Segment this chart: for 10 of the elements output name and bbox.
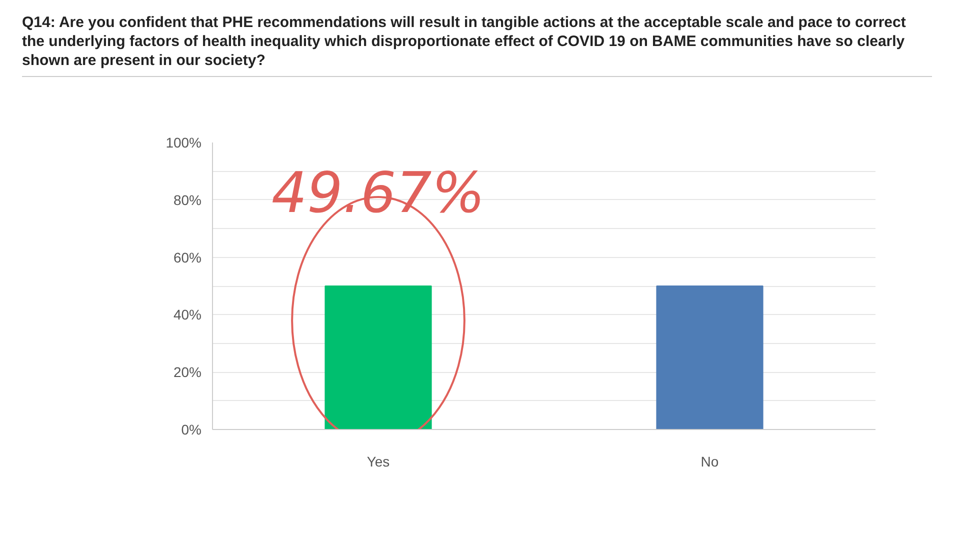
y-tick-label: 40%	[173, 306, 202, 323]
chart-title: Q14: Are you confident that PHE recommendations will result in tangible actions at the acceptable scale and pace to correct the underlying factors of health inequality which disproportionate effect of COVID 19 on BAME communities have so clearly shown are present in our society?	[22, 5, 932, 77]
y-tick-label: 60%	[173, 249, 202, 266]
y-tick-label: 100%	[166, 134, 202, 150]
y-tick-label: 0%	[181, 422, 202, 438]
annotation: 49.67%	[271, 161, 486, 226]
y-tick-label: 20%	[173, 364, 202, 380]
y-tick-label: 80%	[173, 192, 202, 208]
x-tick-label: Yes	[366, 454, 390, 470]
x-tick-label: No	[700, 454, 719, 470]
